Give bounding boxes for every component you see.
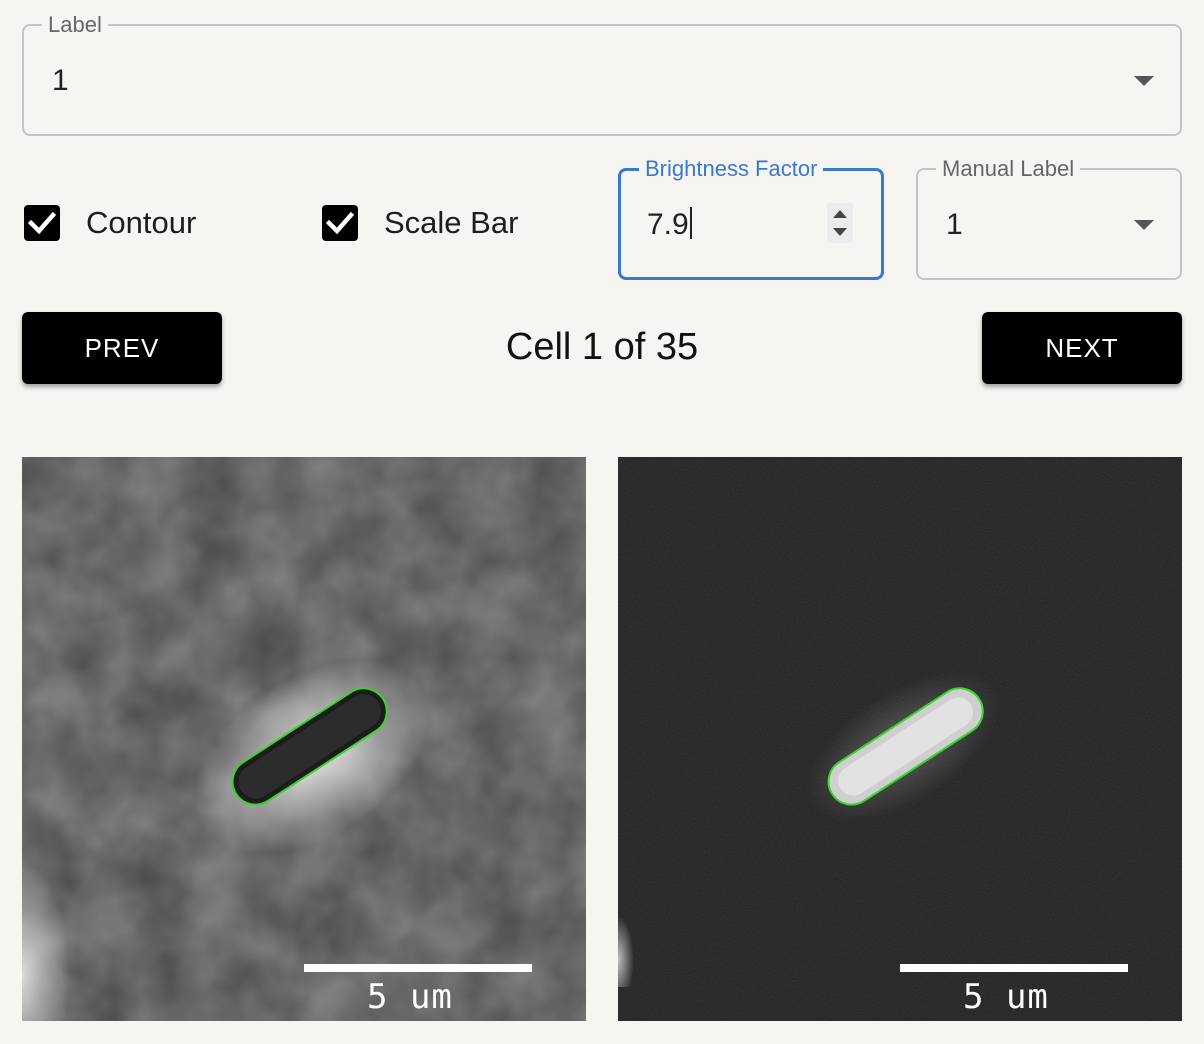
spin-up-icon[interactable] — [833, 210, 847, 218]
brightness-factor-value[interactable]: 7.9 — [647, 207, 692, 242]
brightness-factor-field[interactable]: Brightness Factor 7.9 — [618, 156, 884, 280]
contour-checkbox[interactable] — [24, 205, 60, 241]
caret-down-icon[interactable] — [1134, 220, 1154, 230]
check-icon — [28, 211, 56, 235]
scalebar-checkbox[interactable] — [322, 205, 358, 241]
scalebar-checkbox-row[interactable]: Scale Bar — [322, 205, 518, 241]
cell-counter: Cell 1 of 35 — [505, 326, 699, 368]
manual-label-select[interactable]: Manual Label 1 — [916, 156, 1182, 280]
label-select-value: 1 — [52, 64, 69, 97]
text-cursor — [689, 207, 692, 239]
check-icon — [326, 211, 354, 235]
fluorescence-canvas — [618, 457, 1182, 1021]
scalebar-label: Scale Bar — [384, 205, 519, 240]
manual-label-value: 1 — [946, 208, 963, 241]
manual-label-legend: Manual Label — [936, 156, 1081, 182]
fluor-scale-bar-label: 5 um — [963, 977, 1049, 1017]
caret-down-icon[interactable] — [1134, 76, 1154, 86]
label-select-legend: Label — [42, 12, 108, 38]
fluorescence-image: 5 um — [618, 457, 1182, 1021]
phase-contrast-image: 5 um — [22, 457, 586, 1021]
contour-checkbox-row[interactable]: Contour — [24, 205, 196, 241]
prev-button[interactable]: PREV — [22, 312, 222, 384]
spinner-arrows-icon[interactable] — [827, 203, 853, 243]
next-button[interactable]: NEXT — [982, 312, 1182, 384]
phase-scale-bar-label: 5 um — [367, 977, 453, 1017]
contour-label: Contour — [86, 205, 197, 240]
phase-contrast-canvas — [22, 457, 586, 1021]
label-select[interactable]: Label 1 — [22, 12, 1182, 136]
brightness-factor-text: 7.9 — [647, 208, 689, 241]
brightness-factor-legend: Brightness Factor — [639, 156, 824, 182]
spin-down-icon[interactable] — [833, 228, 847, 236]
